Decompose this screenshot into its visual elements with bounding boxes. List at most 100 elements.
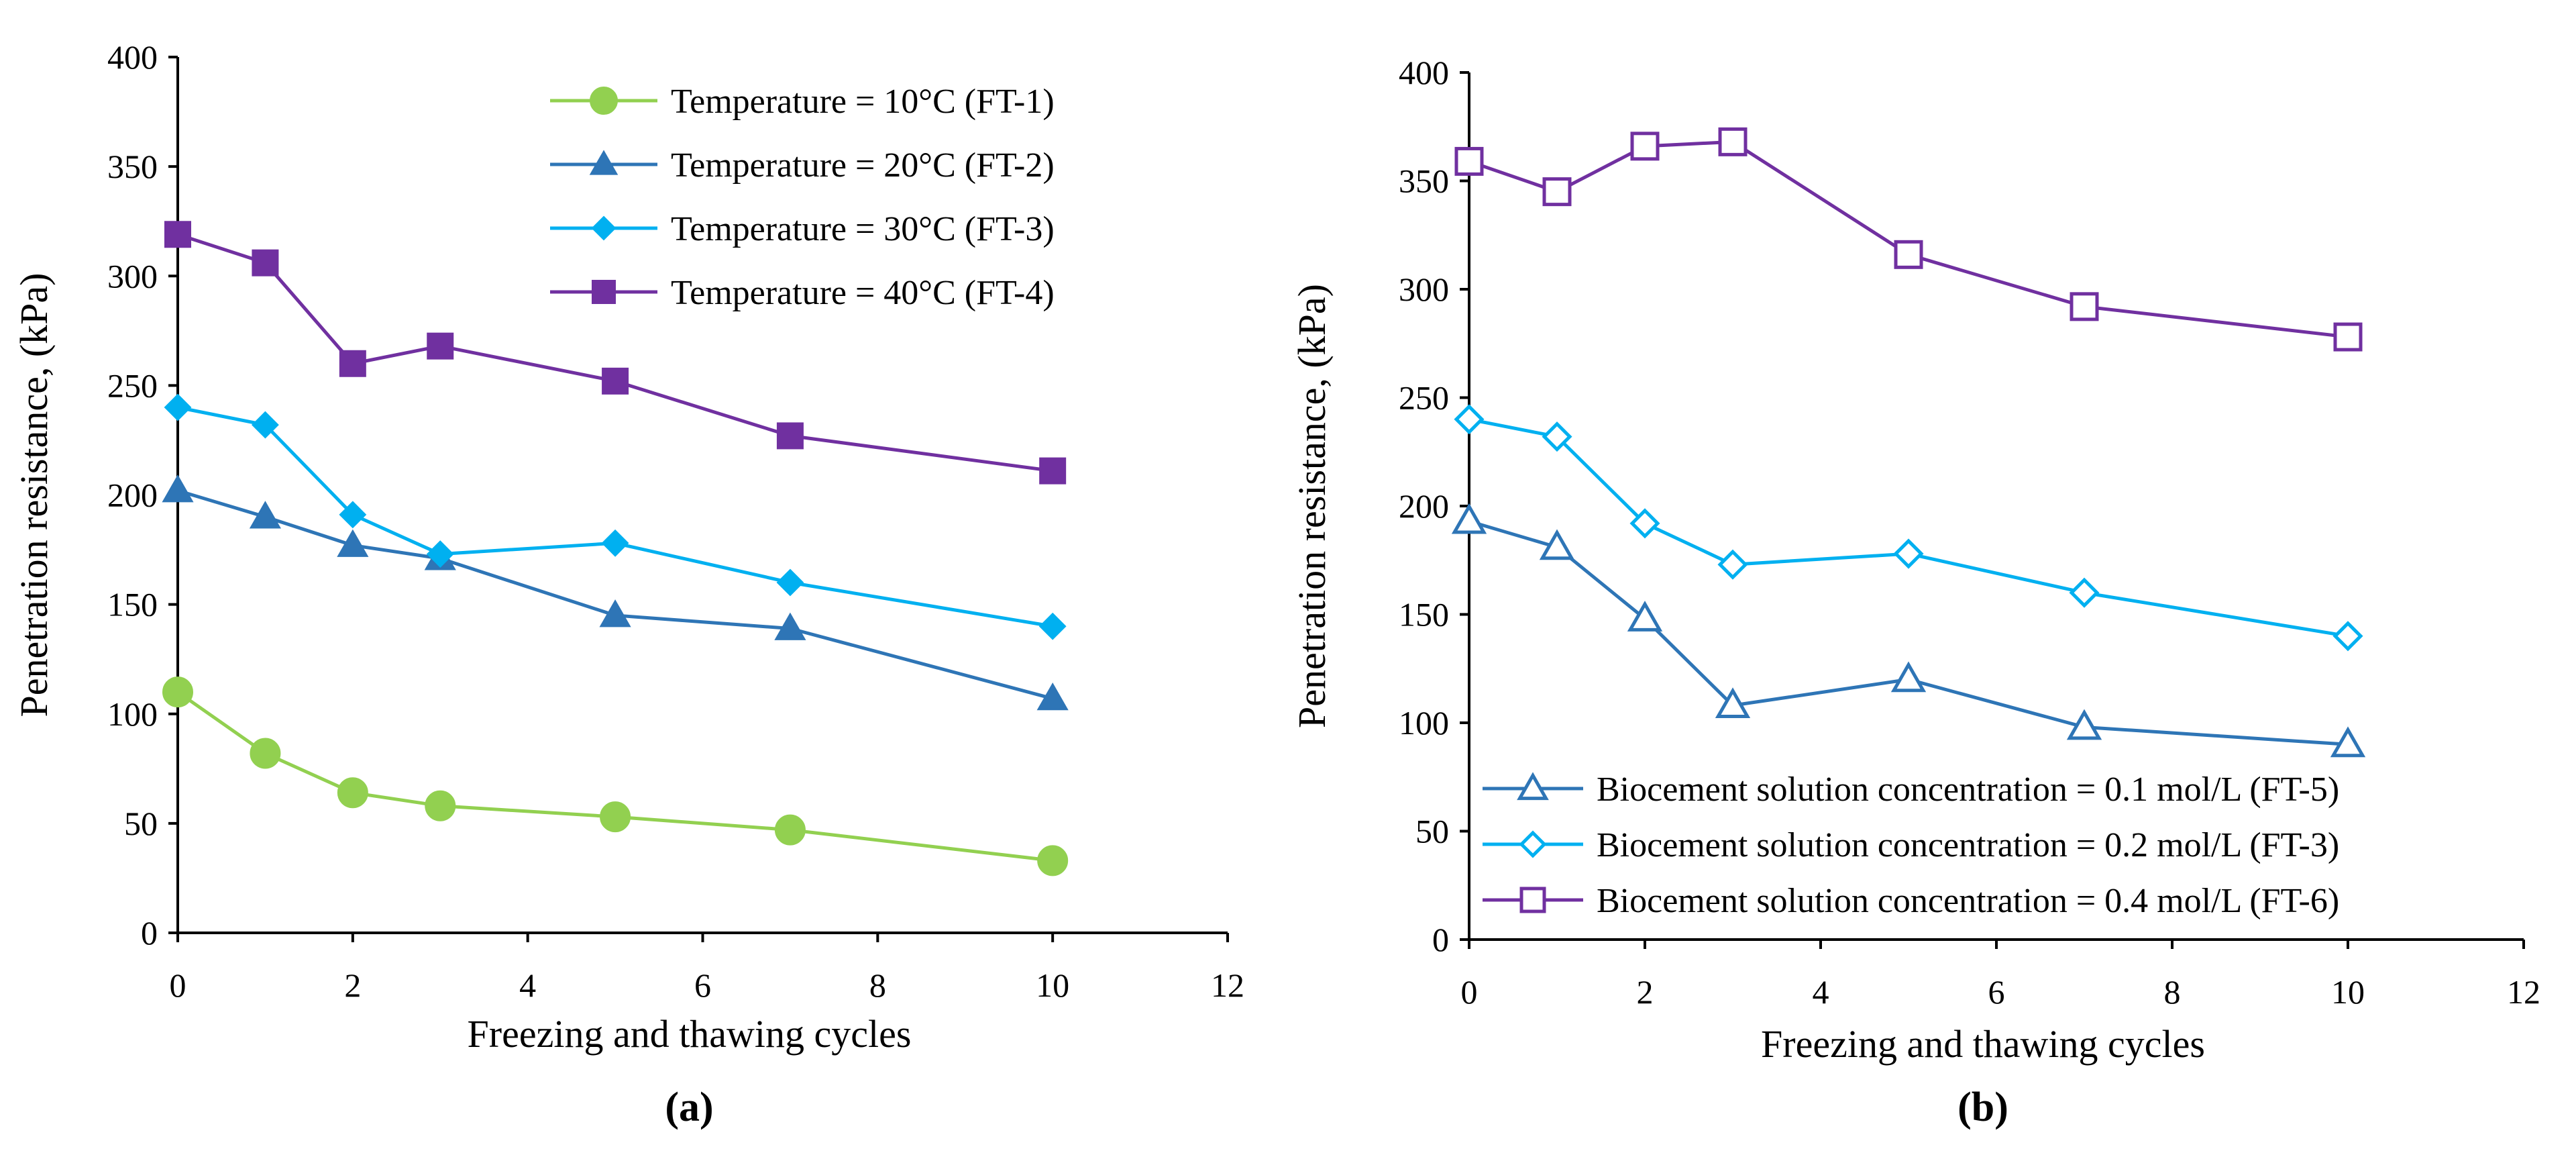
x-tick-label: 2	[1637, 973, 1654, 1011]
series-1	[162, 676, 1069, 876]
legend-label: Temperature = 30°C (FT-3)	[671, 210, 1055, 248]
y-tick-label: 100	[1399, 704, 1449, 742]
data-point	[1539, 529, 1575, 560]
data-point	[1038, 612, 1067, 640]
data-point	[1630, 132, 1660, 161]
legend-marker	[1519, 830, 1547, 858]
data-point	[600, 801, 631, 833]
data-point	[2069, 577, 2100, 608]
data-point	[774, 814, 806, 846]
data-point	[776, 422, 804, 450]
data-point	[2070, 292, 2099, 321]
series-1	[1451, 503, 2366, 758]
data-point	[1451, 503, 1487, 534]
data-point	[1036, 683, 1069, 711]
data-point	[1542, 177, 1572, 207]
data-point	[426, 540, 454, 568]
data-point	[1037, 845, 1069, 876]
data-point	[337, 777, 368, 809]
x-tick-label: 4	[519, 966, 536, 1004]
legend-label: Biocement solution concentration = 0.4 m…	[1597, 882, 2339, 920]
data-point	[339, 350, 366, 377]
data-point	[249, 501, 281, 529]
series-line	[177, 232, 1053, 473]
data-point	[2330, 726, 2366, 758]
legend-marker	[590, 87, 618, 115]
series-line	[1468, 417, 2349, 638]
panel-label: (a)	[665, 1085, 713, 1130]
x-tick-label: 10	[2331, 973, 2365, 1011]
legend-marker	[1517, 772, 1549, 801]
legend-label: Temperature = 20°C (FT-2)	[671, 146, 1055, 185]
data-point	[252, 249, 279, 276]
series-line	[1468, 140, 2349, 339]
x-tick-label: 6	[1988, 973, 2005, 1011]
legend-label: Temperature = 10°C (FT-1)	[671, 83, 1055, 121]
data-point	[1717, 549, 1748, 580]
y-tick-label: 150	[107, 586, 158, 623]
data-point	[1627, 601, 1663, 632]
legend-label: Biocement solution concentration = 0.2 m…	[1597, 826, 2339, 864]
data-point	[252, 411, 279, 439]
x-tick-label: 8	[2164, 973, 2181, 1011]
data-point	[774, 612, 806, 640]
data-point	[250, 738, 281, 769]
data-point	[425, 790, 456, 821]
data-point	[1454, 404, 1485, 435]
y-tick-label: 300	[1399, 270, 1449, 308]
data-point	[601, 529, 629, 557]
y-tick-label: 50	[124, 805, 158, 842]
x-tick-label: 4	[1813, 973, 1829, 1011]
data-point	[2066, 709, 2102, 740]
y-tick-label: 0	[1432, 921, 1449, 958]
legend-label: Biocement solution concentration = 0.1 m…	[1597, 770, 2339, 809]
y-tick-label: 250	[1399, 379, 1449, 417]
series-4	[164, 221, 1067, 485]
data-point	[162, 474, 194, 503]
x-tick-label: 0	[1461, 973, 1478, 1011]
x-tick-label: 0	[170, 966, 186, 1004]
x-axis-title: Freezing and thawing cycles	[1761, 1022, 2205, 1066]
legend: Biocement solution concentration = 0.1 m…	[1483, 770, 2339, 920]
legend: Temperature = 10°C (FT-1) Temperature = 2…	[550, 83, 1055, 312]
y-tick-label: 250	[107, 366, 158, 404]
y-tick-label: 50	[1415, 813, 1449, 850]
series-2	[1454, 404, 2363, 652]
data-point	[1893, 538, 1924, 569]
data-point	[1454, 146, 1484, 176]
data-point	[427, 332, 454, 360]
series-line	[177, 405, 1053, 628]
y-axis-title: Penetration resistance, (kPa)	[1290, 284, 1334, 728]
data-point	[162, 676, 193, 708]
series-line	[177, 489, 1053, 701]
data-point	[1629, 508, 1660, 539]
legend-marker	[592, 280, 616, 304]
chart-panel-b: 0 50 100 150 200 250 300 350 400 0 2 4 6 8 10 12 Freezin…	[1290, 54, 2540, 1130]
data-point	[776, 568, 804, 597]
legend-marker	[589, 150, 619, 175]
data-point	[339, 501, 367, 529]
data-point	[337, 529, 369, 557]
data-point	[2332, 621, 2363, 652]
legend-marker	[1519, 887, 1546, 913]
data-point	[1894, 240, 1923, 269]
data-point	[164, 221, 191, 248]
panel-label: (b)	[1957, 1085, 2008, 1130]
y-tick-label: 200	[1399, 487, 1449, 525]
data-point	[1715, 687, 1751, 719]
y-tick-label: 150	[1399, 596, 1449, 634]
y-tick-label: 400	[107, 38, 158, 76]
data-point	[1542, 421, 1572, 452]
y-tick-label: 350	[107, 148, 158, 185]
x-tick-label: 10	[1036, 966, 1069, 1004]
series-line	[176, 691, 1053, 862]
y-tick-label: 200	[107, 476, 158, 514]
x-tick-label: 8	[869, 966, 886, 1004]
y-tick-label: 0	[141, 914, 158, 952]
chart-panel-a: 0 50 100 150 200 250 300 350 400 0 2 4 6 8 10 12 Freezin…	[12, 38, 1244, 1130]
data-point	[1039, 457, 1067, 485]
data-point	[1890, 661, 1927, 693]
data-point	[599, 599, 631, 627]
x-axis-title: Freezing and thawing cycles	[468, 1012, 912, 1056]
